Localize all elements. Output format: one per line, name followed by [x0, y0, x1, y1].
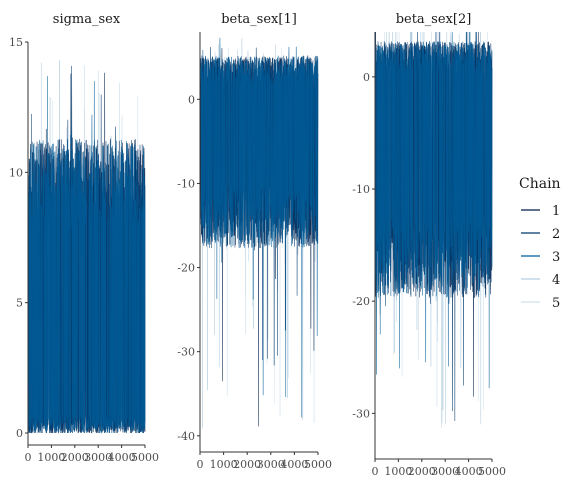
y-tick-label: -20: [352, 295, 370, 308]
trace-lines: [200, 38, 318, 429]
legend-title: Chain: [519, 176, 561, 192]
x-tick-label: 5000: [131, 451, 159, 464]
x-tick-label: 0: [197, 458, 204, 471]
trace-panel-beta-sex-1: beta_sex[1]-40-30-20-1000 100020003000400…: [177, 12, 332, 471]
legend-label-chain-5: 5: [552, 296, 560, 311]
x-tick-label: 5000: [478, 465, 506, 478]
facet-title: sigma_sex: [53, 12, 121, 27]
y-tick-label: -10: [352, 183, 370, 196]
y-tick-label: 5: [16, 297, 23, 310]
trace-lines: [28, 60, 145, 433]
trace-panel-beta-sex-2: beta_sex[2]-30-20-1000 100020003000400050…: [352, 12, 506, 478]
trace-lines: [375, 32, 492, 428]
y-tick-label: 10: [9, 166, 23, 179]
x-tick-label: 5000: [304, 458, 332, 471]
y-tick-label: -30: [177, 346, 195, 359]
x-tick-label: 0: [372, 465, 379, 478]
x-tick-label: 0: [25, 451, 32, 464]
facet-title: beta_sex[2]: [396, 12, 472, 27]
trace-line-chain-3: [375, 32, 492, 388]
chain-legend: Chain 1 2 3 4 5: [519, 176, 561, 311]
legend-label-chain-3: 3: [552, 250, 560, 265]
y-tick-label: -40: [177, 430, 195, 443]
facet-title: beta_sex[1]: [221, 12, 297, 27]
y-tick-label: -30: [352, 407, 370, 420]
y-tick-label: -10: [177, 177, 195, 190]
y-tick-label: 0: [188, 93, 195, 106]
legend-label-chain-2: 2: [552, 227, 560, 242]
y-tick-label: 0: [363, 71, 370, 84]
y-tick-label: 0: [16, 427, 23, 440]
legend-label-chain-4: 4: [552, 273, 560, 288]
legend-label-chain-1: 1: [552, 204, 560, 219]
y-tick-label: 15: [9, 36, 23, 49]
y-tick-label: -20: [177, 262, 195, 275]
